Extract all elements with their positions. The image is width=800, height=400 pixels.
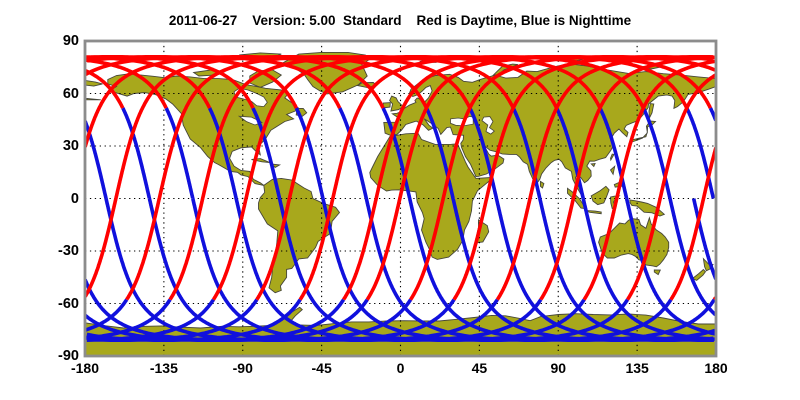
x-tick-label: 180 bbox=[704, 360, 728, 376]
lake-caspian-sea bbox=[481, 116, 495, 135]
land-greenland bbox=[280, 51, 372, 95]
land-britain bbox=[389, 95, 404, 112]
land-south-america bbox=[258, 177, 341, 294]
land-java bbox=[584, 209, 602, 215]
x-tick-label: 90 bbox=[550, 360, 567, 376]
chart-title: 2011-06-27 Version: 5.00 Standard Red is… bbox=[168, 13, 632, 28]
x-tick-label: 135 bbox=[625, 360, 649, 376]
y-tick-label: 30 bbox=[62, 138, 79, 154]
land-luzon bbox=[609, 165, 616, 176]
ground-tracks-layer bbox=[85, 55, 716, 342]
x-tick-label: 0 bbox=[396, 360, 405, 376]
x-tick-label: -45 bbox=[311, 360, 332, 376]
land-aleutians bbox=[86, 97, 101, 101]
y-tick-label: 60 bbox=[62, 85, 79, 102]
x-tick-label: 45 bbox=[471, 360, 488, 376]
lake-black-sea bbox=[450, 115, 474, 127]
nighttime-track-path bbox=[85, 106, 716, 342]
land-sakhalin bbox=[648, 103, 655, 120]
land-borneo bbox=[590, 185, 610, 206]
y-tick-label: 90 bbox=[62, 33, 79, 49]
x-tick-label: -135 bbox=[149, 360, 178, 376]
land-hainan bbox=[590, 162, 596, 168]
y-tick-label: -30 bbox=[58, 243, 79, 259]
land-taiwan bbox=[610, 153, 615, 162]
x-tick-label: -90 bbox=[232, 360, 253, 376]
y-tick-label: -60 bbox=[58, 295, 79, 312]
land-nz-south-island bbox=[691, 268, 707, 281]
y-tick-label: -90 bbox=[58, 348, 79, 364]
y-tick-label: 0 bbox=[70, 190, 79, 207]
land-tasmania bbox=[653, 269, 661, 276]
plot-frame bbox=[83, 39, 718, 358]
x-tick-label: -180 bbox=[70, 360, 100, 376]
land-sri-lanka bbox=[539, 180, 545, 189]
daytime-track-path bbox=[85, 55, 716, 301]
land-chukotka-west bbox=[85, 79, 103, 87]
